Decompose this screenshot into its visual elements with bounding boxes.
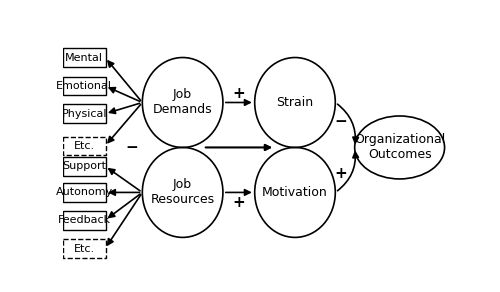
Text: Support: Support xyxy=(62,161,106,171)
Text: Etc.: Etc. xyxy=(74,244,95,254)
FancyBboxPatch shape xyxy=(63,48,106,67)
Text: Strain: Strain xyxy=(276,96,314,109)
Text: +: + xyxy=(334,166,347,181)
FancyBboxPatch shape xyxy=(63,77,106,95)
FancyBboxPatch shape xyxy=(63,104,106,123)
Text: Feedback: Feedback xyxy=(58,215,111,225)
Text: Job
Resources: Job Resources xyxy=(150,178,214,206)
FancyBboxPatch shape xyxy=(63,183,106,202)
FancyBboxPatch shape xyxy=(63,239,106,258)
FancyBboxPatch shape xyxy=(63,137,106,155)
Text: Etc.: Etc. xyxy=(74,141,95,151)
Text: Autonomy: Autonomy xyxy=(56,187,113,197)
Text: −: − xyxy=(126,140,138,155)
Text: Job
Demands: Job Demands xyxy=(153,88,212,117)
Text: Emotional: Emotional xyxy=(56,81,112,91)
Text: Mental: Mental xyxy=(65,53,103,62)
Text: Organizational
Outcomes: Organizational Outcomes xyxy=(354,133,446,161)
FancyBboxPatch shape xyxy=(63,211,106,230)
Text: −: − xyxy=(334,114,347,129)
Text: Physical: Physical xyxy=(62,109,107,119)
Text: +: + xyxy=(232,86,245,101)
Text: Motivation: Motivation xyxy=(262,186,328,199)
Text: +: + xyxy=(232,195,245,211)
FancyBboxPatch shape xyxy=(63,157,106,175)
